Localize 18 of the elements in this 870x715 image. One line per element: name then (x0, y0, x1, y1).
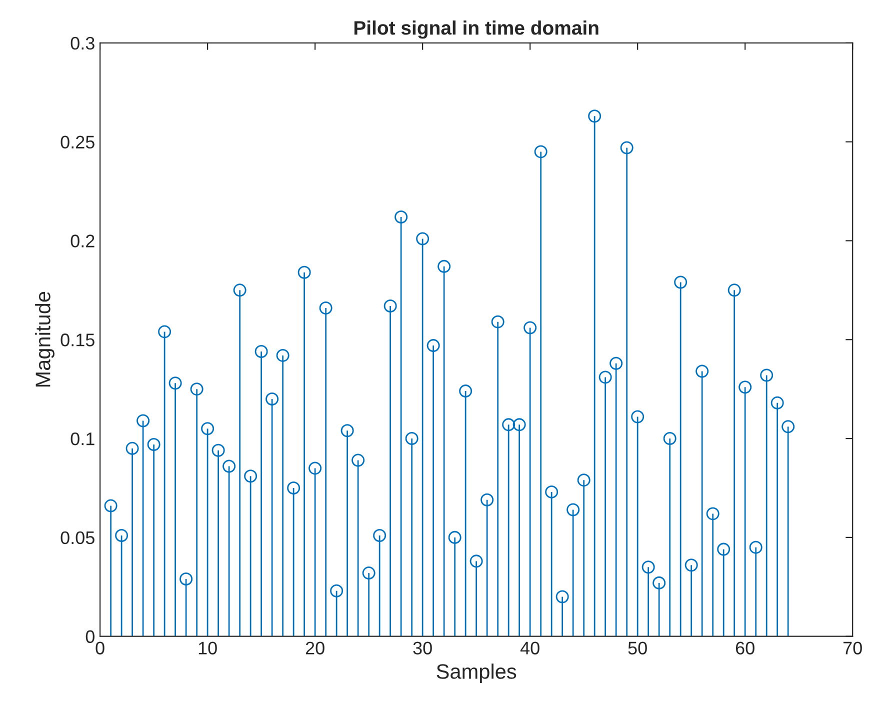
x-tick-label: 70 (843, 642, 862, 654)
y-tick-label: 0.05 (60, 531, 94, 544)
x-tick-label: 20 (306, 642, 324, 654)
y-tick-label: 0.2 (70, 234, 94, 248)
x-tick-label: 30 (413, 642, 432, 654)
y-tick-label: 0 (86, 630, 94, 644)
x-tick-label: 40 (520, 642, 540, 654)
x-tick-label: 0 (96, 642, 104, 654)
y-tick-label: 0.15 (60, 334, 94, 346)
x-axis-title: Samples (436, 664, 516, 684)
y-tick-label: 0.3 (70, 36, 94, 50)
y-tick-label: 0.25 (60, 136, 94, 149)
chart-title: Pilot signal in time domain (354, 20, 598, 39)
x-tick-label: 10 (198, 642, 217, 654)
y-tick-label: 0.1 (70, 432, 94, 446)
y-axis-title: Magnitude (35, 292, 54, 387)
x-tick-label: 60 (736, 642, 754, 654)
x-tick-label: 50 (628, 642, 647, 654)
